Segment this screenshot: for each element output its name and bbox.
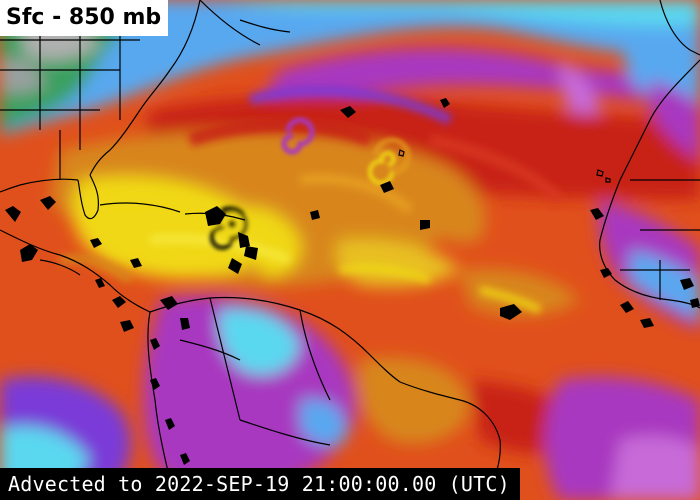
no-data-speckles — [5, 98, 700, 465]
cyclone-swirl-western-atlantic — [281, 117, 315, 155]
moisture-streaks — [59, 85, 565, 314]
valid-time-label: Advected to 2022-SEP-19 21:00:00.00 (UTC… — [0, 468, 520, 500]
cyclone-swirl-central-atlantic — [368, 138, 410, 185]
layer-title-label: Sfc - 850 mb — [0, 0, 169, 36]
